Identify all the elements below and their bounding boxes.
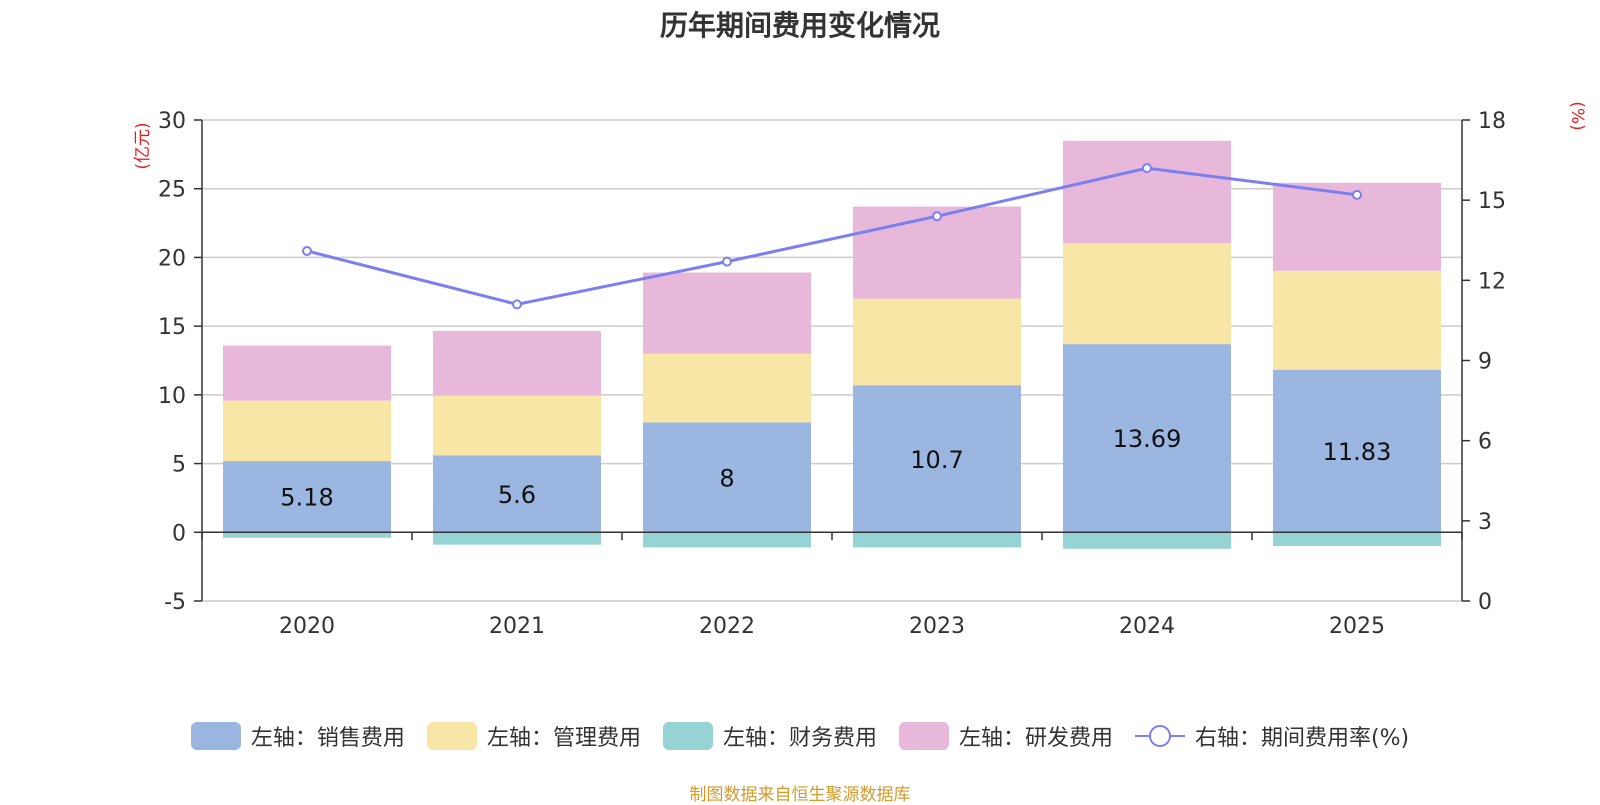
legend-label-admin: 左轴：管理费用 [486,726,641,751]
right-tick-label: 9 [1478,350,1492,375]
expense-rate-point [722,256,732,267]
chart-title: 历年期间费用变化情况 [659,9,940,42]
bar-data-label: 13.69 [1113,425,1182,453]
expense-rate-point [1142,163,1152,174]
legend-item-expense-rate[interactable]: 右轴：期间费用率(%) [1134,720,1410,752]
legend-swatch-expense-rate [1134,722,1185,750]
expense-rate-point [932,211,942,222]
bar-rnd-2022 [643,272,811,354]
legend-swatch-rnd [898,722,949,750]
legend-item-admin[interactable]: 左轴：管理费用 [426,720,641,752]
legend-label-rnd: 左轴：研发费用 [958,726,1113,751]
left-tick-label: 25 [158,178,186,203]
bar-sales-2021 [433,455,601,533]
bar-data-label: 11.83 [1323,438,1392,466]
bar-admin-2023 [853,298,1021,386]
expense-rate-point [302,245,312,256]
right-axis-unit: (%) [1567,101,1587,130]
bar-sales-2024 [1063,344,1231,533]
x-tick-label: 2021 [489,614,545,639]
left-tick-label: -5 [164,590,186,615]
bar-data-label: 5.6 [498,481,536,509]
left-tick-label: 15 [158,315,186,340]
bar-admin-2022 [643,353,811,423]
right-tick-label: 15 [1478,189,1506,214]
bar-admin-2025 [1273,270,1441,370]
expense-rate-point [1352,189,1362,200]
legend-item-rnd[interactable]: 左轴：研发费用 [898,720,1113,752]
bar-finance-2021 [433,532,601,545]
chart-canvas: -50510152025300369121518(亿元)(%)5.1820205… [133,101,1587,639]
left-tick-label: 10 [158,384,186,409]
bar-finance-2022 [643,532,811,548]
bar-admin-2021 [433,395,601,456]
legend-item-sales[interactable]: 左轴：销售费用 [190,720,405,752]
bar-data-label: 10.7 [910,446,963,474]
expense-rate-point [512,299,522,310]
bar-admin-2020 [223,400,391,462]
bar-sales-2025 [1273,369,1441,533]
left-tick-label: 20 [158,246,186,271]
bar-rnd-2020 [223,345,391,401]
bar-data-label: 8 [719,464,734,492]
x-tick-label: 2024 [1119,614,1175,639]
right-tick-label: 12 [1478,269,1506,294]
x-tick-label: 2022 [699,614,755,639]
bar-sales-2022 [643,422,811,533]
legend-label-finance: 左轴：财务费用 [722,726,877,751]
bar-finance-2023 [853,532,1021,548]
expense-rate-line [306,166,1358,306]
right-tick-label: 3 [1478,510,1492,535]
left-tick-label: 30 [158,109,186,134]
right-tick-label: 6 [1478,430,1492,455]
x-tick-label: 2025 [1329,614,1385,639]
bar-rnd-2023 [853,206,1021,299]
left-tick-label: 0 [172,521,186,546]
legend-swatch-sales [190,722,241,750]
right-tick-label: 0 [1478,590,1492,615]
bar-finance-2025 [1273,532,1441,547]
right-tick-label: 18 [1478,109,1506,134]
left-tick-label: 5 [172,453,186,478]
legend-label-sales: 左轴：销售费用 [250,726,405,751]
bar-admin-2024 [1063,243,1231,345]
bar-rnd-2024 [1063,140,1231,244]
legend: 左轴：销售费用 左轴：管理费用 左轴：财务费用 左轴：研发费用 右轴：期间费用率… [0,720,1600,752]
bar-rnd-2021 [433,330,601,396]
source-note: 制图数据来自恒生聚源数据库 [689,785,911,805]
bar-data-label: 5.18 [280,484,333,512]
legend-swatch-admin [426,722,477,750]
legend-label-expense-rate: 右轴：期间费用率(%) [1194,726,1410,751]
bar-sales-2023 [853,385,1021,533]
bar-finance-2024 [1063,532,1231,549]
legend-swatch-finance [662,722,713,750]
bar-sales-2020 [223,461,391,533]
bar-finance-2020 [223,532,391,538]
x-tick-label: 2023 [909,614,965,639]
legend-item-finance[interactable]: 左轴：财务费用 [662,720,877,752]
x-tick-label: 2020 [279,614,335,639]
left-axis-unit: (亿元) [133,122,153,169]
